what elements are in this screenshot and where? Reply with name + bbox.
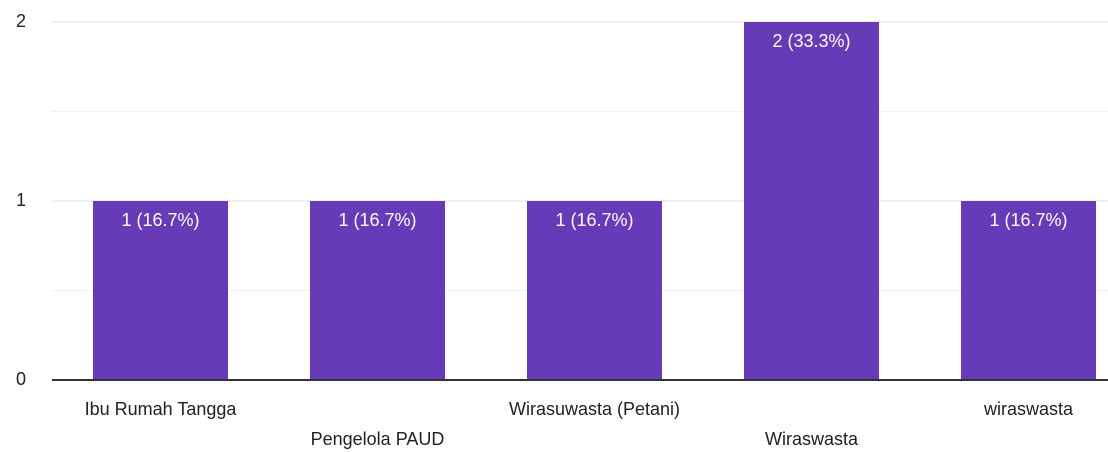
- bar: [310, 201, 445, 380]
- value-label: 1 (16.7%): [338, 210, 416, 230]
- x-tick-label: Wirasuwasta (Petani): [509, 399, 680, 419]
- x-tick-label: Wiraswasta: [765, 429, 859, 449]
- value-label: 1 (16.7%): [121, 210, 199, 230]
- value-label: 1 (16.7%): [555, 210, 633, 230]
- value-label: 2 (33.3%): [772, 31, 850, 51]
- y-tick-label: 0: [16, 369, 26, 389]
- value-label: 1 (16.7%): [989, 210, 1067, 230]
- bar: [93, 201, 228, 380]
- y-tick-label: 2: [16, 11, 26, 31]
- x-tick-label: wiraswasta: [983, 399, 1074, 419]
- bar: [527, 201, 662, 380]
- bar: [961, 201, 1096, 380]
- bar: [744, 22, 879, 380]
- x-tick-label: Ibu Rumah Tangga: [85, 399, 238, 419]
- y-tick-label: 1: [16, 190, 26, 210]
- x-tick-label: Pengelola PAUD: [311, 429, 445, 449]
